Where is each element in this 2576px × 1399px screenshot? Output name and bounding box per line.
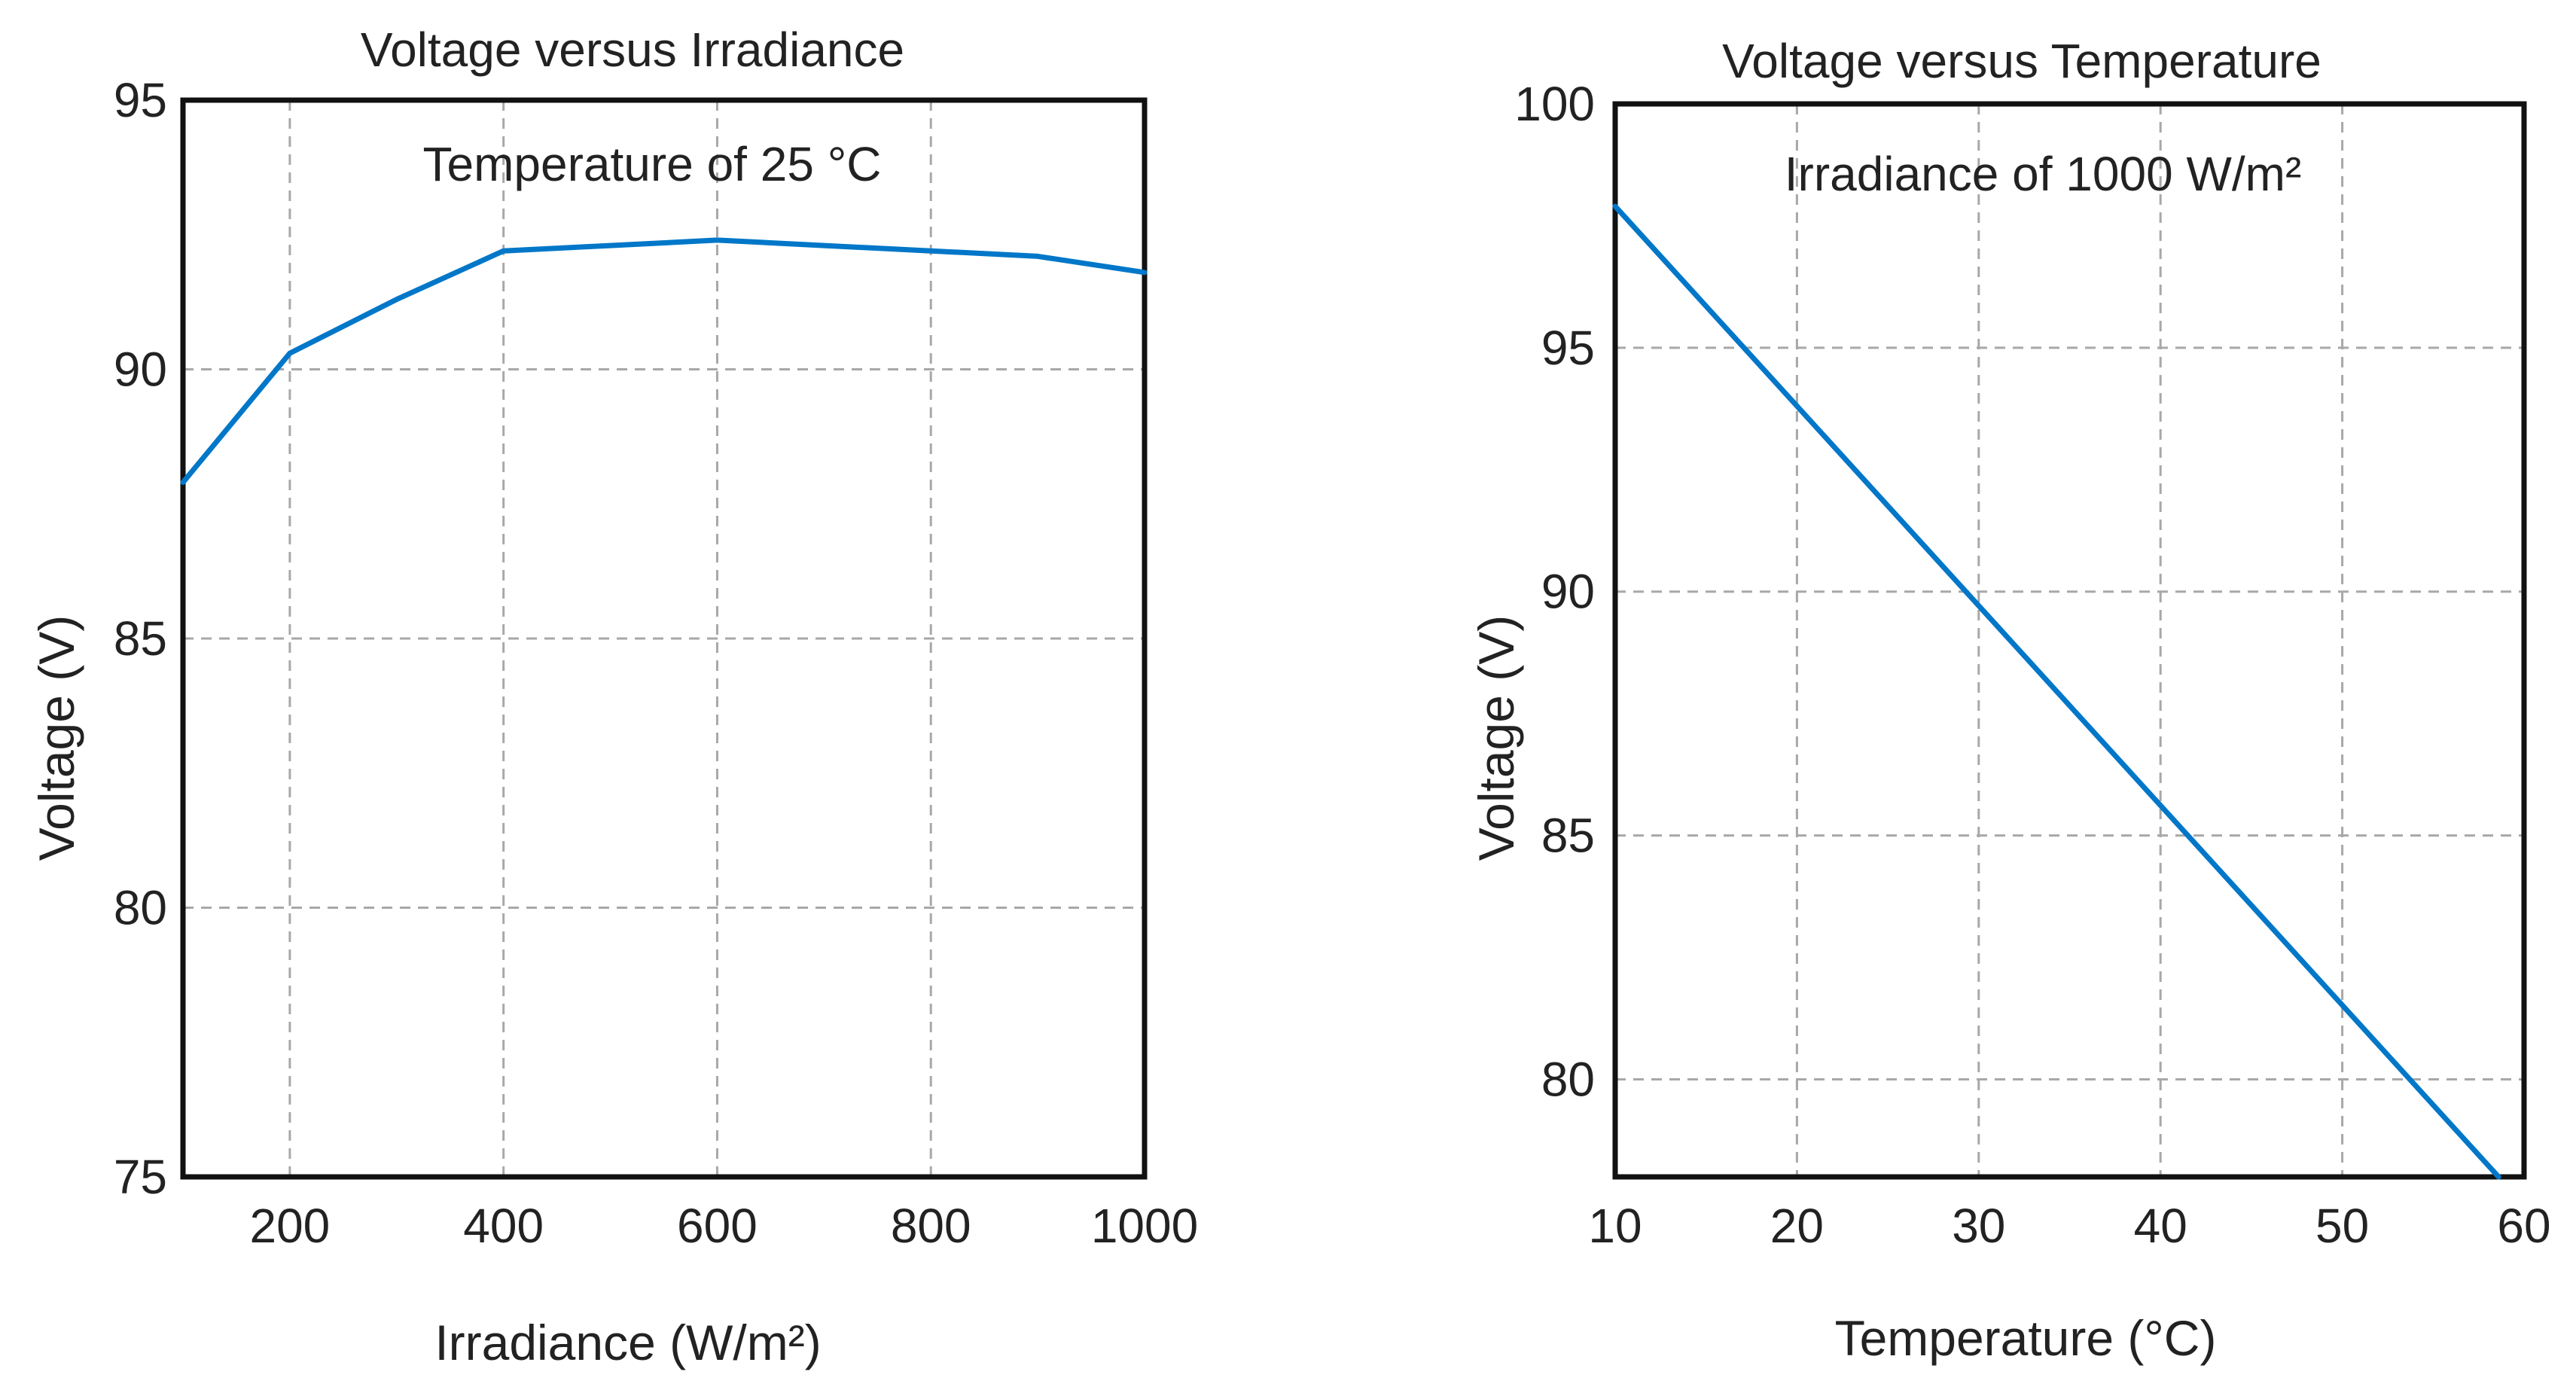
- y-tick-label: 75: [114, 1150, 167, 1204]
- temperature-chart: 10 20 30 40 50 60 80 85 90 95 100 Voltage versus Te…: [1468, 34, 2551, 1366]
- x-axis-label: Temperature (°C): [1835, 1310, 2217, 1366]
- x-tick-label: 400: [463, 1199, 544, 1253]
- y-axis-label: Voltage (V): [1468, 615, 1524, 861]
- y-tick-label: 90: [114, 343, 167, 397]
- y-axis-label: Voltage (V): [29, 615, 84, 861]
- x-tick-label: 800: [891, 1199, 971, 1253]
- x-tick-label: 20: [1770, 1199, 1824, 1253]
- x-tick-label: 1000: [1091, 1199, 1198, 1253]
- chart-title: Voltage versus Irradiance: [361, 23, 904, 77]
- irradiance-chart: 200 400 600 800 1000 75 80 85 90 95 Voltage versus…: [29, 23, 1198, 1370]
- y-tick-label: 85: [1541, 809, 1595, 863]
- x-tick-label: 10: [1588, 1199, 1642, 1253]
- series-line: [1612, 203, 2501, 1180]
- y-tick-label: 80: [1541, 1052, 1595, 1106]
- y-tick-label: 100: [1514, 77, 1595, 131]
- x-tick-label: 30: [1952, 1199, 2005, 1253]
- y-tick-label: 95: [114, 73, 167, 127]
- plot-frame: [180, 97, 1148, 1180]
- chart-annotation: Temperature of 25 °C: [423, 137, 882, 191]
- x-tick-label: 50: [2315, 1199, 2369, 1253]
- x-axis-label: Irradiance (W/m²): [434, 1315, 821, 1370]
- x-tick-label: 60: [2497, 1199, 2550, 1253]
- chart-title: Voltage versus Temperature: [1722, 34, 2321, 88]
- x-tick-label: 40: [2134, 1199, 2187, 1253]
- chart-annotation: Irradiance of 1000 W/m²: [1785, 147, 2302, 201]
- series-line: [180, 237, 1148, 486]
- x-tick-label: 200: [249, 1199, 330, 1253]
- y-tick-label: 85: [114, 611, 167, 666]
- y-tick-label: 90: [1541, 565, 1595, 619]
- y-tick-label: 80: [114, 881, 167, 935]
- plot-frame: [1612, 101, 2527, 1180]
- x-tick-label: 600: [677, 1199, 758, 1253]
- y-tick-label: 95: [1541, 321, 1595, 375]
